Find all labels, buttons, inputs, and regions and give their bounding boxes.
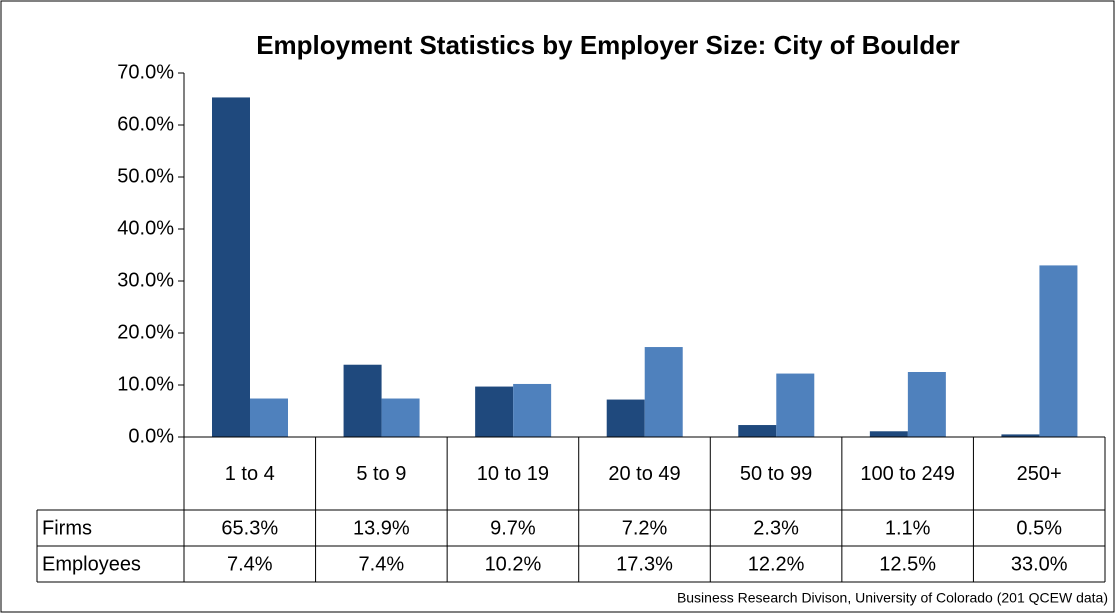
bar <box>644 347 683 437</box>
x-tick-label: 10 to 19 <box>476 462 550 485</box>
table-value: 0.5% <box>1016 517 1062 539</box>
bar <box>381 398 420 437</box>
source-note: Business Research Divison, University of… <box>677 590 1108 606</box>
category-cell: 5 to 9 <box>356 462 407 485</box>
y-tick-label: 60.0% <box>117 113 174 135</box>
legend-label: Firms <box>42 517 92 539</box>
y-tick-label: 10.0% <box>117 373 174 395</box>
table-value: 33.0% <box>1011 553 1068 575</box>
x-tick-label: 100 to 249 <box>860 462 955 485</box>
y-tick-label: 70.0% <box>117 61 174 83</box>
table-value: 1.1% <box>885 517 931 539</box>
legend-label: Employees <box>42 553 141 575</box>
y-tick-label: 20.0% <box>117 321 174 343</box>
bar <box>250 398 288 437</box>
category-cell: 100 to 249 <box>860 462 955 485</box>
y-tick-label: 0.0% <box>128 425 174 447</box>
bar <box>513 383 552 437</box>
bar <box>1039 265 1078 437</box>
bar <box>869 431 908 437</box>
table-value: 13.9% <box>353 517 410 539</box>
category-cell: 50 to 99 <box>739 462 813 485</box>
x-tick-label: 50 to 99 <box>739 462 813 485</box>
category-cell: 20 to 49 <box>608 462 681 485</box>
y-tick-label: 50.0% <box>117 165 174 187</box>
category-cell: 250+ <box>1016 462 1062 485</box>
x-tick-label: 5 to 9 <box>356 462 407 485</box>
table-value: 65.3% <box>221 517 278 539</box>
table-value: 9.7% <box>490 517 536 539</box>
bar <box>475 386 514 437</box>
x-tick-label: 250+ <box>1016 462 1062 485</box>
table-value: 7.4% <box>227 553 273 575</box>
bar <box>343 364 382 437</box>
table-value: 12.2% <box>748 553 805 575</box>
table-value: 10.2% <box>485 553 542 575</box>
category-cell: 1 to 4 <box>224 462 275 485</box>
table-value: 7.2% <box>622 517 668 539</box>
x-tick-label: 20 to 49 <box>608 462 681 485</box>
table-value: 12.5% <box>879 553 936 575</box>
bar <box>776 373 815 437</box>
table-value: 17.3% <box>616 553 673 575</box>
table-value: 2.3% <box>753 517 799 539</box>
bar <box>907 372 946 437</box>
y-tick-label: 40.0% <box>117 217 174 239</box>
bar <box>738 425 777 437</box>
x-tick-label: 1 to 4 <box>224 462 275 485</box>
table-value: 7.4% <box>359 553 405 575</box>
category-cell: 10 to 19 <box>476 462 550 485</box>
bar <box>1001 434 1040 437</box>
bar <box>212 97 250 437</box>
y-tick-label: 30.0% <box>117 269 174 291</box>
chart-title: Employment Statistics by Employer Size: … <box>256 30 960 60</box>
bar <box>606 399 645 437</box>
